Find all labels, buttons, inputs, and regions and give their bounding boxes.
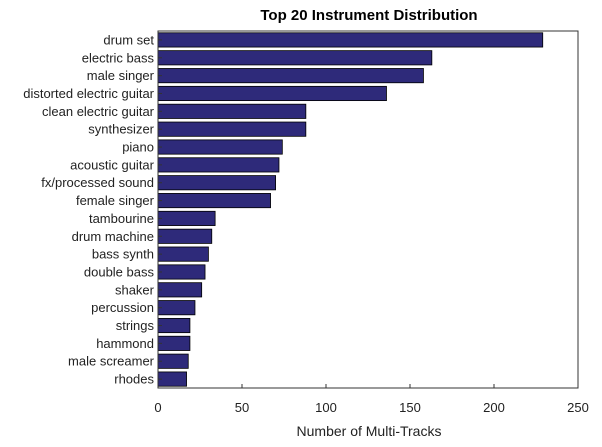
category-label: distorted electric guitar (23, 86, 154, 101)
bar (157, 353, 189, 369)
bar (157, 103, 307, 119)
category-label: acoustic guitar (70, 157, 154, 172)
x-tick-label: 250 (567, 400, 589, 415)
category-label: drum machine (72, 229, 154, 244)
category-label: electric bass (82, 50, 155, 65)
bar (157, 68, 424, 84)
x-tick-label: 50 (235, 400, 249, 415)
bar (157, 317, 191, 334)
bar (157, 228, 213, 244)
bar (157, 193, 271, 209)
category-label: clean electric guitar (42, 104, 155, 119)
bar (157, 157, 280, 173)
category-label: percussion (91, 300, 154, 315)
bar (157, 32, 544, 48)
category-label: double bass (84, 264, 155, 279)
bar (157, 335, 191, 351)
category-label: rhodes (114, 372, 154, 387)
x-axis-label: Number of Multi-Tracks (297, 423, 442, 439)
category-label: drum set (103, 32, 154, 47)
x-tick-label: 150 (399, 400, 421, 415)
category-label: piano (122, 140, 154, 155)
bar (157, 282, 203, 298)
x-tick-label: 0 (154, 400, 161, 415)
category-labels: drum set electric bass male singer distorte… (23, 32, 162, 387)
category-label: fx/processed sound (41, 175, 154, 190)
x-tick-label: 100 (315, 400, 337, 415)
category-label: tambourine (89, 211, 154, 226)
category-label: female singer (76, 193, 155, 208)
category-label: bass synth (92, 247, 154, 262)
bar (157, 300, 196, 316)
bar (157, 210, 216, 226)
bar (157, 85, 387, 102)
bar (157, 175, 276, 191)
category-label: male singer (87, 68, 155, 83)
bars-group (157, 32, 544, 387)
category-label: strings (116, 318, 155, 333)
category-label: synthesizer (88, 122, 154, 137)
plot-area-frame (157, 30, 579, 389)
x-axis-ticks: 0 50 100 150 200 250 (154, 384, 589, 415)
bar (157, 371, 187, 387)
bar (157, 121, 307, 137)
category-label: hammond (96, 336, 154, 351)
category-label: shaker (115, 282, 155, 297)
x-tick-label: 200 (483, 400, 505, 415)
bar (157, 50, 433, 66)
bar (157, 264, 206, 280)
category-label: male screamer (68, 354, 155, 369)
chart-title: Top 20 Instrument Distribution (260, 7, 477, 24)
bar (157, 139, 283, 155)
bar (157, 246, 209, 262)
